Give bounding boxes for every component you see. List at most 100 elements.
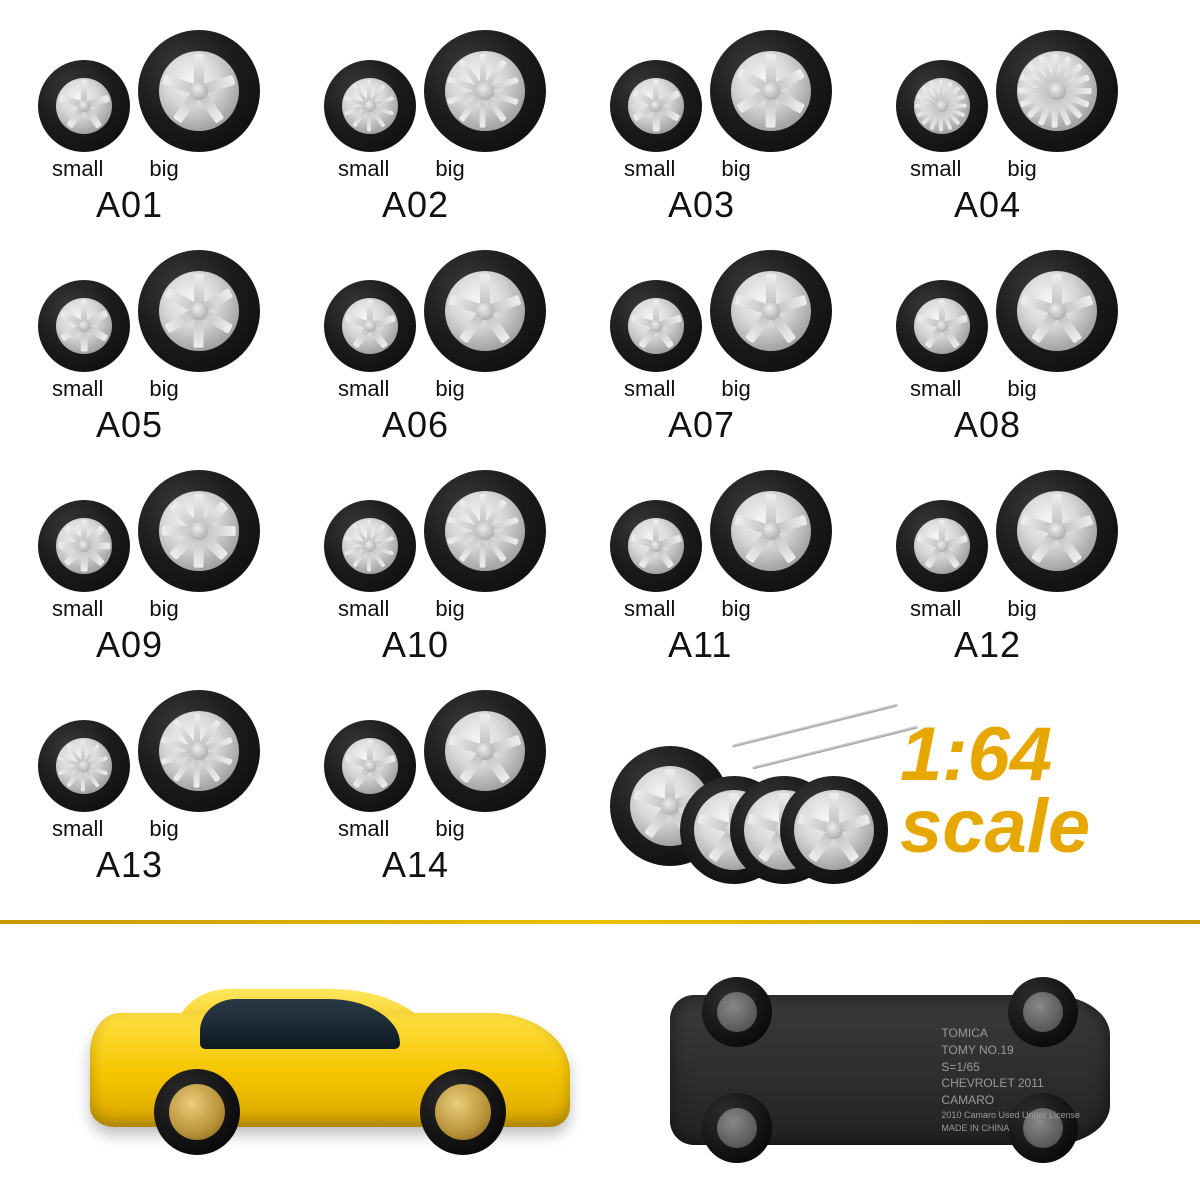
wheel-small (896, 280, 988, 372)
rim (159, 271, 239, 351)
label-small: small (338, 816, 389, 842)
label-big: big (1007, 376, 1036, 402)
size-labels: smallbig (324, 376, 465, 402)
style-code: A05 (96, 404, 163, 446)
wheel-pair (896, 464, 1118, 592)
label-big: big (721, 376, 750, 402)
rim (445, 711, 525, 791)
wheel-small (324, 720, 416, 812)
wheel-style-a04: smallbigA04 (886, 18, 1172, 238)
wheel-style-a09: smallbigA09 (28, 458, 314, 678)
rim (56, 298, 112, 354)
label-big: big (149, 156, 178, 182)
wheel-set-bundle (610, 706, 870, 876)
wheel-pair (324, 244, 546, 372)
rim (159, 711, 239, 791)
wheel-small (896, 60, 988, 152)
wheel-small (38, 720, 130, 812)
bottom-panel: TOMICA TOMY NO.19 S=1/65 CHEVROLET 2011 … (0, 940, 1200, 1200)
wheel-style-a02: smallbigA02 (314, 18, 600, 238)
wheel-style-a03: smallbigA03 (600, 18, 886, 238)
wheel-small (896, 500, 988, 592)
wheel-small (38, 60, 130, 152)
wheel-pair (610, 464, 832, 592)
car-front-wheel (154, 1069, 240, 1155)
wheel-big (138, 250, 260, 372)
wheel-style-a14: smallbigA14 (314, 678, 600, 898)
axle (752, 725, 918, 769)
style-code: A10 (382, 624, 449, 666)
wheel-big (780, 776, 888, 884)
style-code: A04 (954, 184, 1021, 226)
wheel-style-a05: smallbigA05 (28, 238, 314, 458)
model-car-side (90, 985, 570, 1155)
rim (1017, 271, 1097, 351)
wheel-pair (896, 24, 1118, 152)
rim (628, 78, 684, 134)
size-labels: small big (896, 376, 1037, 402)
style-code: A09 (96, 624, 163, 666)
style-code: A08 (954, 404, 1021, 446)
wheel-style-a10: smallbigA10 (314, 458, 600, 678)
chassis-wheel (702, 1093, 772, 1163)
size-labels: smallbig (38, 596, 179, 622)
size-labels: small big (324, 156, 465, 182)
label-small: small (52, 816, 103, 842)
rim (342, 78, 398, 134)
label-small: small (624, 376, 675, 402)
rim (56, 518, 112, 574)
wheel-big (424, 250, 546, 372)
rim (342, 738, 398, 794)
label-big: big (435, 596, 464, 622)
style-code: A12 (954, 624, 1021, 666)
rim (1017, 51, 1097, 131)
wheel-pair (38, 464, 260, 592)
label-big: big (435, 156, 464, 182)
wheel-small (324, 60, 416, 152)
size-labels: smallbig (610, 156, 751, 182)
chassis-wheel (702, 977, 772, 1047)
style-code: A01 (96, 184, 163, 226)
chassis-label: TOMICA TOMY NO.19 S=1/65 CHEVROLET 2011 … (941, 1025, 1080, 1134)
rim (731, 51, 811, 131)
scale-callout: 1:64scale (600, 678, 1172, 898)
rim (159, 491, 239, 571)
wheel-big (996, 470, 1118, 592)
rim (914, 518, 970, 574)
wheel-small (610, 500, 702, 592)
size-labels: smallbig (896, 156, 1037, 182)
wheel-style-a13: smallbigA13 (28, 678, 314, 898)
wheel-big (424, 470, 546, 592)
label-big: big (435, 376, 464, 402)
wheel-big (138, 30, 260, 152)
size-labels: smallbig (324, 596, 465, 622)
rim (445, 271, 525, 351)
wheel-big (710, 470, 832, 592)
model-car-underside: TOMICA TOMY NO.19 S=1/65 CHEVROLET 2011 … (670, 995, 1110, 1145)
wheel-big (996, 250, 1118, 372)
wheel-style-grid: smallbigA01smallbigA02smallbigA03smallbi… (0, 0, 1200, 898)
label-small: small (910, 596, 961, 622)
label-small: small (910, 376, 961, 402)
size-labels: smallbig (324, 816, 465, 842)
wheel-big (424, 690, 546, 812)
rim (628, 518, 684, 574)
wheel-pair (38, 684, 260, 812)
wheel-small (324, 280, 416, 372)
wheel-big (710, 250, 832, 372)
label-small: small (338, 156, 389, 182)
label-small: small (52, 376, 103, 402)
label-big: big (1007, 596, 1036, 622)
style-code: A03 (668, 184, 735, 226)
wheel-small (610, 280, 702, 372)
label-small: small (624, 596, 675, 622)
wheel-pair (324, 684, 546, 812)
rim (342, 518, 398, 574)
wheel-small (324, 500, 416, 592)
label-small: small (624, 156, 675, 182)
rim (56, 78, 112, 134)
rim (342, 298, 398, 354)
wheel-pair (610, 24, 832, 152)
wheel-style-a07: smallbigA07 (600, 238, 886, 458)
style-code: A14 (382, 844, 449, 886)
